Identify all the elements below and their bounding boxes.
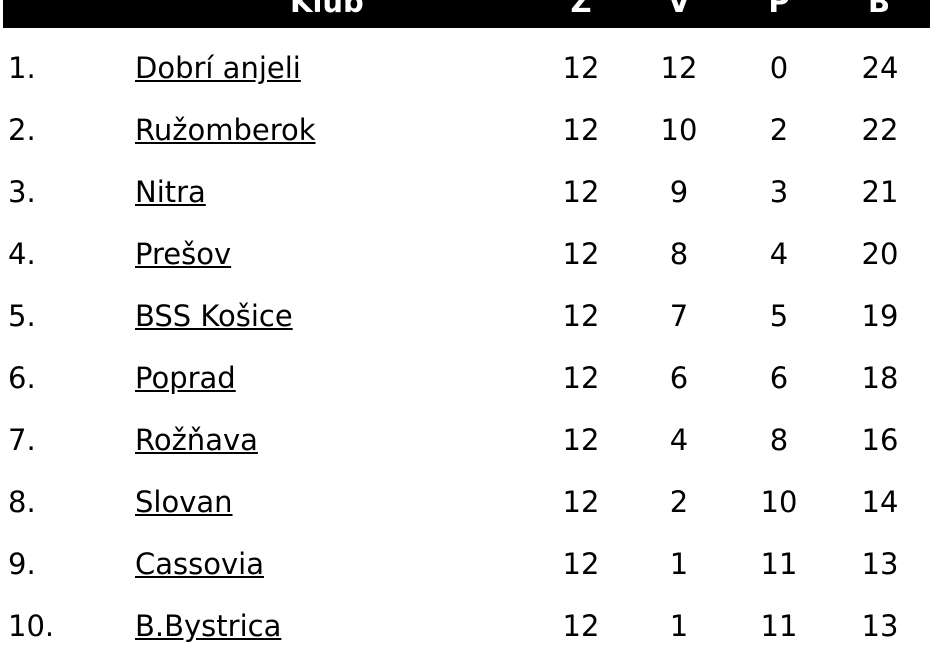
rank: 1.: [8, 51, 36, 85]
played: 12: [562, 113, 600, 147]
won: 7: [669, 299, 689, 333]
table-row: 8. Slovan 12 2 10 14: [0, 471, 950, 533]
won: 9: [669, 175, 689, 209]
rank: 10.: [8, 609, 55, 643]
rank: 4.: [8, 237, 36, 271]
table-row: 3. Nitra 12 9 3 21: [0, 161, 950, 223]
lost: 2: [769, 113, 789, 147]
lost: 3: [769, 175, 789, 209]
won: 1: [669, 609, 689, 643]
rank: 9.: [8, 547, 36, 581]
points: 20: [861, 237, 899, 271]
header-points: B: [867, 0, 891, 19]
points: 13: [861, 609, 899, 643]
played: 12: [562, 175, 600, 209]
played: 12: [562, 485, 600, 519]
table-row: 7. Rožňava 12 4 8 16: [0, 409, 950, 471]
table-row: 4. Prešov 12 8 4 20: [0, 223, 950, 285]
won: 10: [660, 113, 698, 147]
club-link[interactable]: Ružomberok: [135, 113, 316, 147]
lost: 8: [769, 423, 789, 457]
won: 1: [669, 547, 689, 581]
played: 12: [562, 609, 600, 643]
played: 12: [562, 51, 600, 85]
played: 12: [562, 237, 600, 271]
club-link[interactable]: Slovan: [135, 485, 233, 519]
points: 16: [861, 423, 899, 457]
header-lost: P: [768, 0, 790, 19]
won: 8: [669, 237, 689, 271]
lost: 4: [769, 237, 789, 271]
played: 12: [562, 299, 600, 333]
won: 2: [669, 485, 689, 519]
lost: 5: [769, 299, 789, 333]
points: 19: [861, 299, 899, 333]
club-link[interactable]: Cassovia: [135, 547, 264, 581]
rank: 8.: [8, 485, 36, 519]
lost: 10: [760, 485, 798, 519]
table-header: Klub Z V P B: [3, 0, 930, 28]
points: 24: [861, 51, 899, 85]
points: 22: [861, 113, 899, 147]
table-row: 10. B.Bystrica 12 1 11 13: [0, 595, 950, 657]
played: 12: [562, 361, 600, 395]
header-won: V: [667, 0, 691, 19]
lost: 11: [760, 547, 798, 581]
header-played: Z: [570, 0, 592, 19]
header-club: Klub: [290, 0, 364, 19]
table-row: 6. Poprad 12 6 6 18: [0, 347, 950, 409]
rank: 7.: [8, 423, 36, 457]
rank: 6.: [8, 361, 36, 395]
club-link[interactable]: Nitra: [135, 175, 206, 209]
won: 12: [660, 51, 698, 85]
club-link[interactable]: Dobrí anjeli: [135, 51, 301, 85]
played: 12: [562, 547, 600, 581]
lost: 0: [769, 51, 789, 85]
points: 18: [861, 361, 899, 395]
won: 6: [669, 361, 689, 395]
table-row: 2. Ružomberok 12 10 2 22: [0, 99, 950, 161]
club-link[interactable]: BSS Košice: [135, 299, 293, 333]
club-link[interactable]: B.Bystrica: [135, 609, 282, 643]
won: 4: [669, 423, 689, 457]
rank: 3.: [8, 175, 36, 209]
rank: 2.: [8, 113, 36, 147]
points: 14: [861, 485, 899, 519]
points: 21: [861, 175, 899, 209]
rank: 5.: [8, 299, 36, 333]
club-link[interactable]: Prešov: [135, 237, 232, 271]
lost: 11: [760, 609, 798, 643]
points: 13: [861, 547, 899, 581]
lost: 6: [769, 361, 789, 395]
table-row: 1. Dobrí anjeli 12 12 0 24: [0, 37, 950, 99]
club-link[interactable]: Rožňava: [135, 423, 258, 457]
played: 12: [562, 423, 600, 457]
table-row: 9. Cassovia 12 1 11 13: [0, 533, 950, 595]
club-link[interactable]: Poprad: [135, 361, 236, 395]
table-row: 5. BSS Košice 12 7 5 19: [0, 285, 950, 347]
